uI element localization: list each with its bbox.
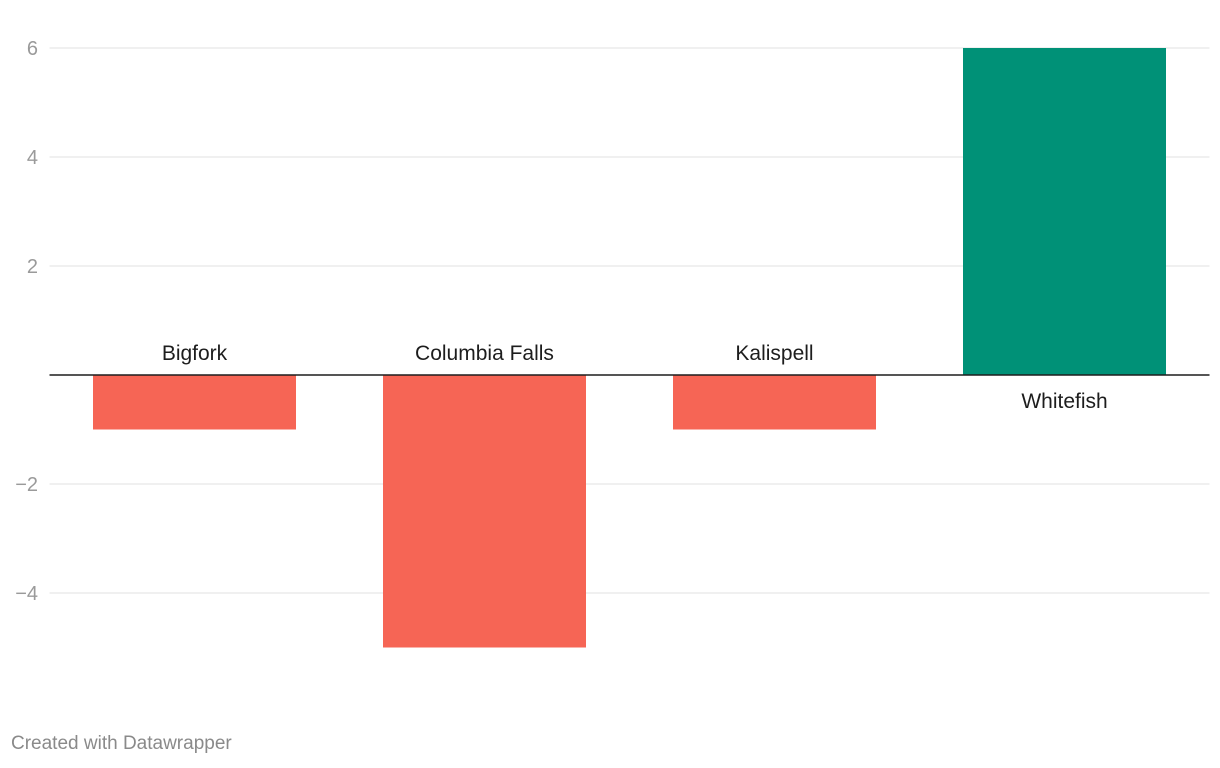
credit-text: Created with Datawrapper <box>11 733 232 754</box>
y-tick-label: −4 <box>15 583 38 605</box>
category-label: Kalispell <box>735 342 813 365</box>
bar-bigfork <box>93 375 296 430</box>
bar-columbia-falls <box>383 375 586 648</box>
category-label: Whitefish <box>1021 390 1107 413</box>
bar-whitefish <box>963 48 1166 375</box>
y-tick-label: 6 <box>27 38 38 60</box>
y-tick-label: 2 <box>27 256 38 278</box>
y-tick-label: −2 <box>15 474 38 496</box>
category-label: Columbia Falls <box>415 342 554 365</box>
category-label: Bigfork <box>162 342 228 365</box>
y-tick-label: 4 <box>27 147 38 169</box>
bar-kalispell <box>673 375 876 430</box>
